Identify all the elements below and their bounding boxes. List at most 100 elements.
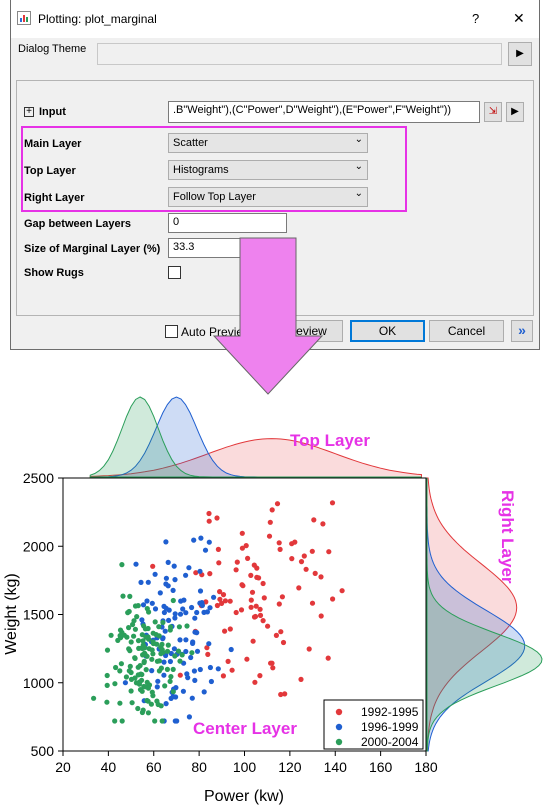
data-point (239, 530, 245, 536)
data-point (170, 689, 176, 695)
data-point (160, 636, 166, 642)
data-point (170, 693, 176, 700)
data-point (339, 588, 345, 594)
data-point (219, 600, 225, 606)
data-point (311, 517, 317, 523)
highlight-box (21, 126, 407, 212)
main-layer-select[interactable]: Scatter ⌄ (168, 133, 368, 153)
data-point (139, 632, 145, 638)
data-point (120, 593, 126, 599)
data-point (215, 546, 221, 552)
data-point (206, 539, 212, 545)
input-label: Input (39, 106, 66, 118)
data-point (119, 562, 125, 568)
data-point (269, 660, 275, 666)
data-point (202, 547, 209, 553)
data-point (233, 609, 239, 616)
data-point (138, 671, 144, 677)
data-point (215, 666, 221, 672)
y-tick-label: 500 (31, 743, 55, 759)
expand-icon[interactable]: + (24, 107, 34, 117)
right-layer-value: Follow Top Layer (173, 191, 256, 203)
auto-preview-checkbox[interactable] (165, 325, 178, 338)
more-options-button[interactable]: » (511, 320, 533, 342)
data-point (126, 625, 132, 631)
down-arrow (212, 237, 324, 395)
data-point (122, 680, 128, 686)
data-point (149, 600, 155, 606)
data-point (163, 575, 169, 581)
data-point (172, 577, 178, 583)
data-point (150, 630, 156, 636)
data-point (249, 589, 256, 595)
data-point (289, 556, 295, 562)
data-point (161, 672, 167, 678)
data-point (137, 687, 144, 693)
help-button[interactable]: ? (472, 11, 480, 26)
data-point (172, 653, 178, 659)
right-density-1 (426, 477, 518, 752)
data-point (162, 683, 168, 689)
select-range-button[interactable]: ⇲ (484, 102, 502, 122)
close-button[interactable]: ✕ (513, 10, 525, 26)
data-point (127, 663, 133, 669)
data-point (156, 624, 162, 630)
data-point (165, 583, 171, 589)
input-field[interactable]: .B"Weight"),(C"Power",D"Weight"),(E"Powe… (168, 101, 480, 123)
data-point (312, 570, 318, 576)
data-point (140, 602, 147, 608)
marginal-chart: 20 40 60 80 100 120 140 160 180 500 1000 1500 2000 25… (3, 396, 543, 805)
data-point (253, 603, 259, 609)
data-point (174, 718, 180, 724)
data-point (144, 606, 150, 612)
data-point (188, 654, 194, 661)
data-point (179, 652, 185, 658)
data-point (194, 648, 201, 654)
data-point (165, 642, 171, 648)
data-point (163, 605, 169, 611)
data-point (160, 649, 166, 655)
gap-field[interactable]: 0 (168, 213, 287, 233)
data-point (189, 604, 195, 611)
data-point (144, 598, 150, 604)
data-point (104, 682, 110, 688)
data-point (175, 648, 182, 654)
data-point (229, 667, 235, 673)
data-point (208, 678, 214, 685)
data-point (206, 641, 212, 647)
data-point (170, 597, 176, 604)
data-point (250, 638, 256, 644)
data-point (168, 674, 174, 680)
data-point (228, 646, 234, 653)
cancel-button[interactable]: Cancel (429, 320, 504, 342)
data-point (155, 678, 161, 684)
rugs-checkbox[interactable] (168, 266, 181, 279)
data-point (171, 563, 177, 569)
data-point (260, 580, 266, 587)
top-layer-select[interactable]: Histograms ⌄ (168, 160, 368, 180)
x-tick-label: 20 (55, 759, 71, 775)
data-point (177, 658, 183, 664)
data-point (128, 639, 134, 645)
data-point (140, 638, 146, 644)
data-point (177, 672, 183, 678)
dialog-theme-field[interactable] (97, 43, 502, 65)
data-point (190, 640, 196, 646)
data-point (201, 689, 207, 695)
theme-menu-button[interactable]: ▶ (508, 42, 532, 66)
data-point (154, 684, 160, 690)
data-point (117, 627, 124, 633)
data-point (207, 605, 213, 611)
ok-button[interactable]: OK (350, 320, 425, 342)
data-point (251, 614, 258, 620)
right-layer-select[interactable]: Follow Top Layer ⌄ (168, 187, 368, 207)
right-layer-annotation: Right Layer (498, 490, 517, 584)
data-point (325, 655, 331, 661)
top-density-3 (89, 396, 422, 478)
data-point (197, 588, 204, 594)
right-density-3 (426, 478, 543, 752)
data-point (166, 617, 172, 623)
data-point (260, 618, 266, 624)
input-menu-button[interactable]: ▶ (506, 102, 524, 122)
